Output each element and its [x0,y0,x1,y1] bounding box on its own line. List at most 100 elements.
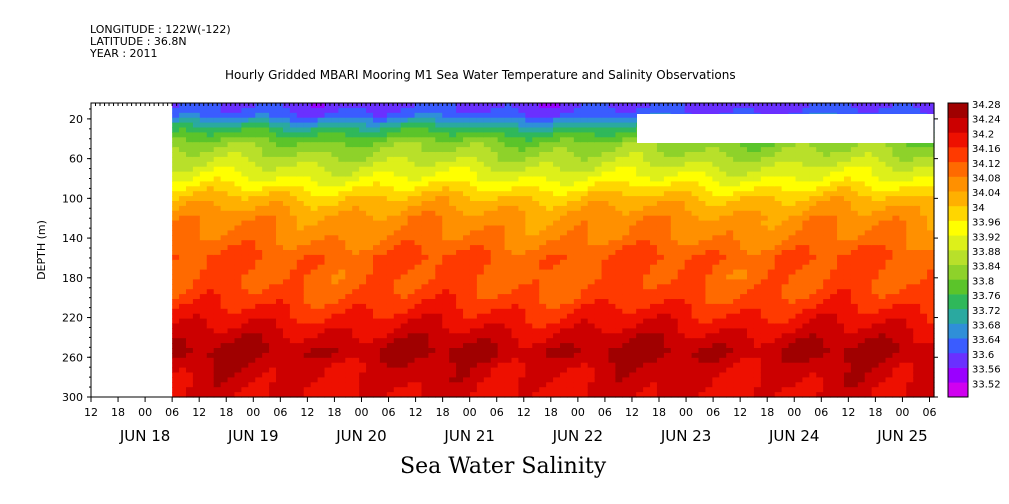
heatmap-cell [186,367,194,374]
heatmap-cell [483,264,492,271]
heatmap-cell [636,313,644,320]
heatmap-cell [345,132,353,138]
heatmap-cell [296,176,305,182]
heatmap-cell [449,156,457,163]
heatmap-cell [670,254,679,261]
heatmap-cell [483,171,492,178]
heatmap-cell [615,235,623,241]
heatmap-cell [483,318,492,325]
heatmap-cell [206,205,215,212]
heatmap-cell [172,220,180,227]
heatmap-cell [269,181,277,187]
heatmap-cell [234,152,243,158]
heatmap-cell [719,142,727,148]
heatmap-cell [324,338,333,344]
heatmap-cell [476,156,485,163]
heatmap-cell [227,313,236,320]
heatmap-cell [684,210,693,217]
heatmap-cell [331,142,339,148]
heatmap-cell [269,142,277,148]
heatmap-cell [338,338,346,344]
heatmap-cell [539,313,547,320]
heatmap-cell [282,264,291,271]
heatmap-cell [504,166,513,173]
heatmap-cell [352,382,360,388]
heatmap-cell [726,250,734,256]
heatmap-cell [670,338,679,344]
heatmap-cell [234,117,243,124]
heatmap-cell [490,284,499,290]
heatmap-cell [428,122,436,129]
heatmap-cell [712,348,720,354]
heatmap-cell [400,196,409,202]
heatmap-cell [497,323,506,329]
heatmap-cell [594,274,603,280]
heatmap-cell [255,392,263,398]
heatmap-cell [282,284,291,290]
heatmap-cell [435,191,443,197]
heatmap-cell [393,235,402,241]
heatmap-cell [691,181,700,187]
heatmap-cell [213,328,222,334]
heatmap-cell [608,392,617,398]
heatmap-cell [622,387,630,393]
heatmap-cell [449,201,457,207]
heatmap-cell [726,299,734,305]
heatmap-cell [650,343,658,349]
heatmap-cell [255,201,263,207]
heatmap-cell [643,176,651,182]
heatmap-cell [643,392,651,398]
heatmap-cell [234,225,243,231]
heatmap-cell [248,357,256,364]
heatmap-cell [366,137,374,143]
heatmap-cell [289,225,298,231]
heatmap-cell [248,127,256,133]
heatmap-cell [255,274,263,280]
heatmap-cell [206,186,215,192]
heatmap-cell [186,279,194,285]
heatmap-cell [324,186,333,192]
heatmap-cell [352,348,360,354]
heatmap-cell [608,161,617,168]
heatmap-cell [366,132,374,138]
heatmap-cell [262,156,270,163]
heatmap-cell [566,176,575,182]
heatmap-cell [698,191,707,197]
heatmap-cell [206,357,215,364]
heatmap-cell [643,299,651,305]
heatmap-cell [573,205,582,212]
heatmap-cell [421,103,430,109]
heatmap-cell [449,382,457,388]
heatmap-cell [553,240,561,246]
heatmap-cell [553,294,561,300]
heatmap-cell [726,259,734,266]
heatmap-cell [539,107,547,114]
heatmap-cell [677,254,686,261]
heatmap-cell [393,328,402,334]
heatmap-cell [435,122,443,129]
heatmap-cell [186,220,194,227]
heatmap-cell [338,328,346,334]
heatmap-cell [504,107,513,114]
heatmap-cell [608,343,617,349]
heatmap-cell [566,235,575,241]
heatmap-cell [594,367,603,374]
heatmap-cell [511,196,520,202]
heatmap-cell [712,323,720,329]
heatmap-cell [345,112,353,119]
heatmap-cell [352,107,360,114]
heatmap-cell [546,235,554,241]
heatmap-cell [546,264,554,271]
heatmap-cell [199,343,208,349]
heatmap-cell [172,333,180,339]
heatmap-cell [255,142,263,148]
heatmap-cell [206,161,215,168]
heatmap-cell [206,367,215,374]
heatmap-cell [282,392,291,398]
heatmap-cell [580,132,589,138]
heatmap-cell [227,103,236,109]
heatmap-cell [615,112,623,119]
heatmap-cell [456,245,464,251]
heatmap-cell [179,348,187,354]
heatmap-cell [414,289,423,295]
